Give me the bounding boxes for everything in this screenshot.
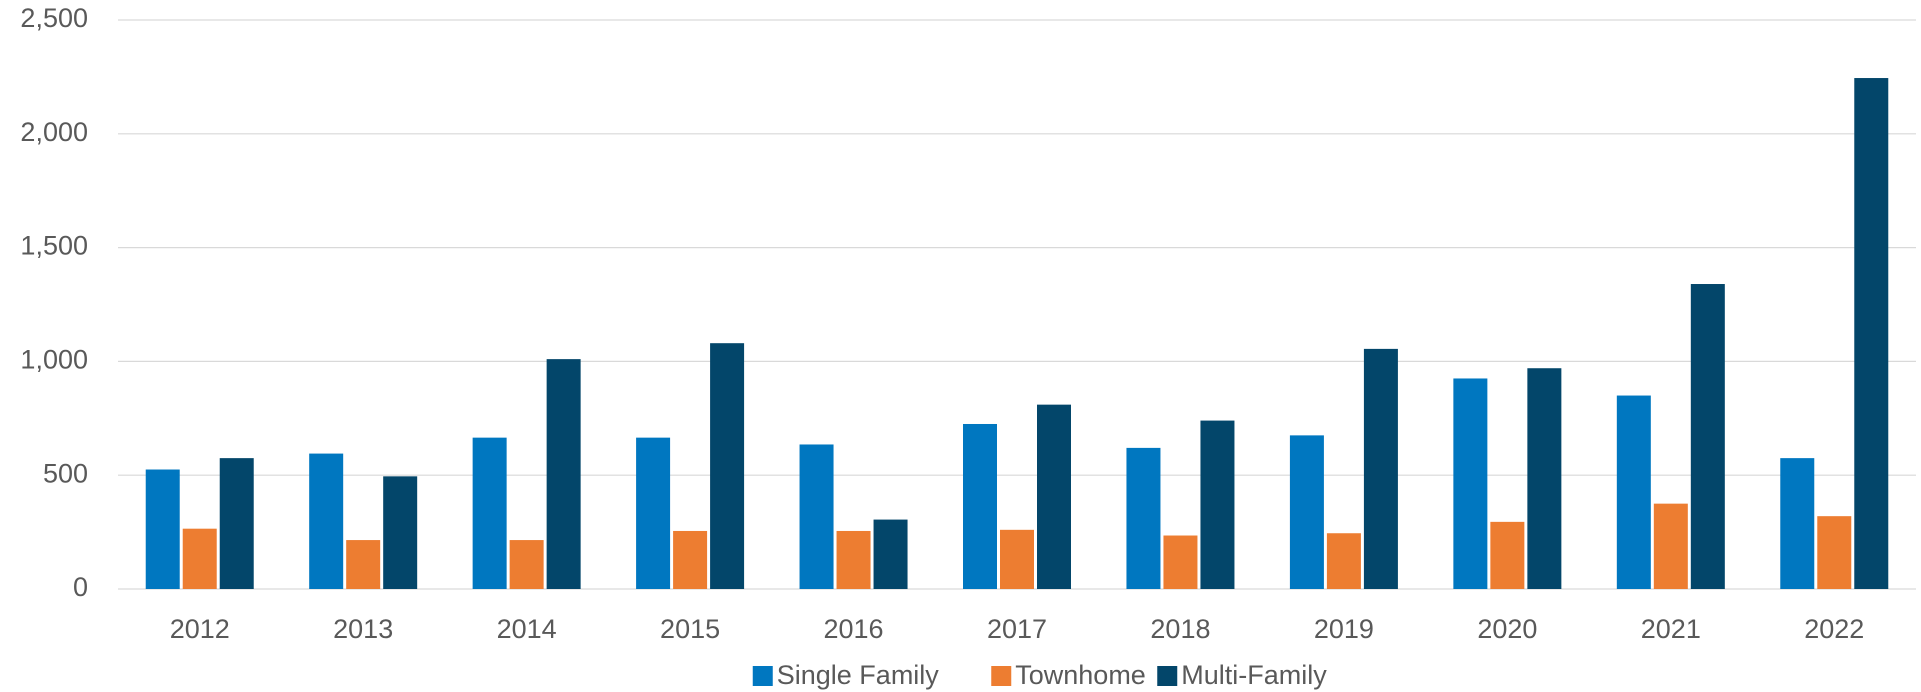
bar bbox=[509, 540, 544, 589]
bar bbox=[1854, 78, 1889, 590]
bar bbox=[1163, 535, 1198, 589]
bar bbox=[1616, 395, 1651, 589]
bar bbox=[673, 530, 708, 589]
x-tick-label: 2015 bbox=[660, 614, 720, 644]
x-tick-label: 2018 bbox=[1150, 614, 1210, 644]
bar bbox=[873, 519, 908, 589]
y-tick-label: 0 bbox=[73, 572, 88, 602]
y-tick-label: 1,000 bbox=[20, 345, 88, 375]
x-tick-label: 2021 bbox=[1641, 614, 1701, 644]
bar bbox=[219, 458, 254, 589]
bar bbox=[1653, 503, 1688, 589]
bar bbox=[963, 423, 997, 589]
bar bbox=[1453, 378, 1488, 589]
bar bbox=[383, 476, 418, 589]
bar bbox=[1690, 284, 1725, 589]
x-tick-label: 2022 bbox=[1804, 614, 1864, 644]
x-tick-label: 2013 bbox=[333, 614, 393, 644]
y-tick-label: 1,500 bbox=[20, 231, 88, 261]
bar bbox=[1200, 420, 1235, 589]
bar bbox=[836, 530, 871, 589]
x-tick-label: 2016 bbox=[824, 614, 884, 644]
y-tick-label: 2,500 bbox=[20, 3, 88, 33]
bar bbox=[182, 528, 217, 589]
legend-swatch bbox=[1157, 666, 1178, 686]
legend-label: Townhome bbox=[1015, 660, 1146, 690]
bar bbox=[1126, 447, 1161, 589]
bar bbox=[1780, 458, 1815, 589]
legend-swatch bbox=[752, 666, 773, 686]
bar bbox=[1490, 521, 1525, 589]
bar bbox=[346, 540, 381, 589]
bar bbox=[636, 437, 671, 589]
x-tick-label: 2017 bbox=[987, 614, 1047, 644]
bar bbox=[1363, 348, 1398, 589]
bar bbox=[1000, 529, 1034, 589]
y-tick-label: 500 bbox=[43, 458, 88, 488]
legend-label: Multi-Family bbox=[1181, 660, 1327, 690]
bar bbox=[710, 343, 745, 589]
bar bbox=[1527, 368, 1562, 589]
legend-swatch bbox=[991, 666, 1012, 686]
bar bbox=[799, 444, 834, 589]
bar bbox=[472, 437, 507, 589]
bar bbox=[546, 359, 581, 589]
bar bbox=[309, 453, 344, 589]
legend-label: Single Family bbox=[777, 660, 940, 690]
bar bbox=[1037, 404, 1071, 589]
x-tick-label: 2020 bbox=[1477, 614, 1537, 644]
y-tick-label: 2,000 bbox=[20, 117, 88, 147]
bar bbox=[1817, 516, 1852, 589]
bar bbox=[1289, 435, 1324, 589]
x-tick-label: 2012 bbox=[170, 614, 230, 644]
x-tick-label: 2019 bbox=[1314, 614, 1374, 644]
bar bbox=[1326, 533, 1361, 589]
x-tick-label: 2014 bbox=[497, 614, 557, 644]
bar bbox=[145, 469, 180, 589]
